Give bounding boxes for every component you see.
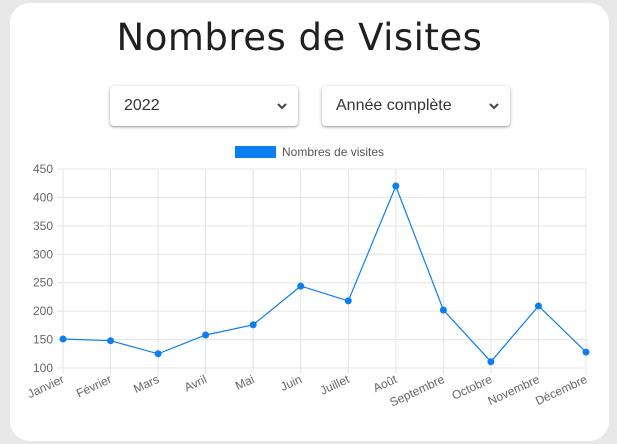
data-point[interactable] — [249, 321, 257, 329]
year-select-value: 2022 — [124, 97, 160, 114]
year-select[interactable]: 2022 — [110, 86, 298, 126]
x-tick-label: Juin — [278, 372, 304, 394]
x-tick-label: Mai — [233, 372, 256, 393]
y-tick-label: 300 — [33, 247, 53, 261]
chevron-down-icon — [277, 103, 287, 110]
series-line — [62, 184, 587, 363]
x-tick-label: Août — [371, 372, 400, 395]
x-tick-label: Avril — [182, 372, 209, 394]
legend-swatch[interactable] — [235, 146, 276, 158]
data-point[interactable] — [297, 282, 305, 290]
x-tick-label: Septembre — [388, 372, 447, 410]
data-point[interactable] — [107, 337, 115, 345]
x-tick-label: Février — [74, 372, 114, 400]
x-tick-label: Janvier — [25, 372, 66, 401]
data-point[interactable] — [344, 297, 352, 305]
y-tick-label: 350 — [33, 219, 53, 233]
legend-label[interactable]: Nombres de visites — [282, 145, 384, 159]
data-point[interactable] — [487, 358, 495, 366]
x-tick-label: Mars — [131, 372, 161, 396]
y-tick-label: 100 — [33, 361, 53, 375]
y-tick-label: 250 — [33, 276, 53, 290]
period-select[interactable]: Année complète — [322, 86, 510, 126]
x-tick-label: Décembre — [533, 372, 589, 408]
y-tick-label: 400 — [33, 190, 53, 204]
data-point[interactable] — [59, 335, 67, 343]
period-select-value: Année complète — [336, 97, 452, 114]
data-point[interactable] — [534, 302, 542, 310]
x-tick-label: Juillet — [318, 372, 352, 398]
data-point[interactable] — [439, 306, 447, 314]
chevron-down-icon — [489, 103, 499, 110]
y-tick-label: 200 — [33, 304, 53, 318]
data-point[interactable] — [154, 350, 162, 358]
y-tick-label: 150 — [33, 333, 53, 347]
page-title: Nombres de Visites — [116, 16, 483, 59]
x-tick-label: Novembre — [486, 372, 542, 408]
y-tick-label: 450 — [33, 162, 53, 176]
data-point[interactable] — [392, 182, 400, 190]
data-point[interactable] — [582, 348, 590, 356]
data-point[interactable] — [202, 331, 210, 339]
